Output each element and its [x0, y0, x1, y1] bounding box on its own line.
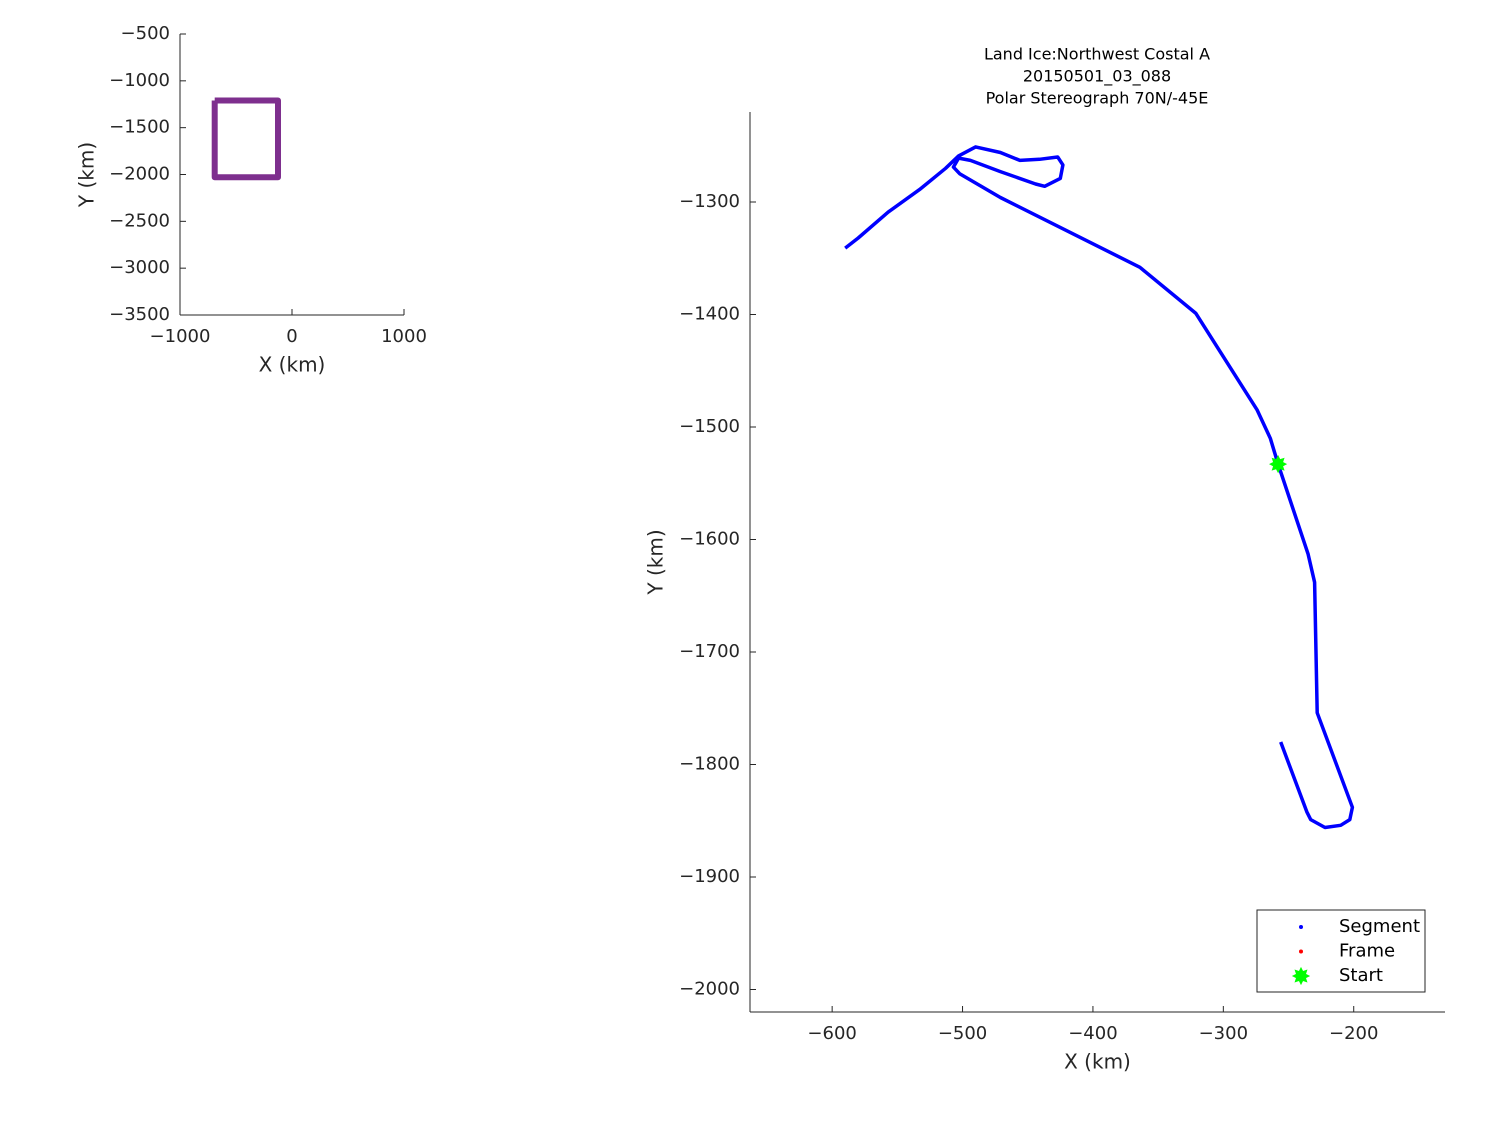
y-tick-label: −2500 [109, 210, 170, 231]
y-tick-label: −1800 [679, 754, 740, 775]
data-line [844, 145, 1355, 830]
x-tick-label: −300 [1199, 1023, 1248, 1044]
y-axis-label: Y (km) [75, 142, 99, 208]
x-tick-label: −1000 [150, 326, 211, 347]
x-tick-label: 0 [286, 326, 297, 347]
x-tick-label: −200 [1329, 1023, 1378, 1044]
y-axis-label: Y (km) [644, 529, 668, 595]
y-tick-label: −500 [121, 23, 170, 44]
data-line [211, 97, 281, 181]
x-axis-label: X (km) [259, 353, 326, 377]
legend-marker [1299, 949, 1303, 954]
chart-title: 20150501_03_088 [1023, 67, 1171, 87]
start-marker [1269, 454, 1288, 474]
axes: −600 −500 −400 −300 −200 −2000 −1900 −1800 −1700… [644, 45, 1445, 1074]
legend-marker [1291, 966, 1311, 986]
y-tick-label: −3500 [109, 304, 170, 325]
y-tick-label: −1700 [679, 641, 740, 662]
legend-label: Frame [1339, 941, 1395, 962]
y-tick-label: −1000 [109, 70, 170, 91]
x-tick-label: −600 [807, 1023, 856, 1044]
legend-marker [1299, 925, 1303, 929]
y-tick-label: −1300 [679, 191, 740, 212]
axes: −1000 0 1000 −3500 −3000 −2500 −2000 −1500 −1000… [75, 23, 427, 377]
y-tick-label: −1400 [679, 304, 740, 325]
x-tick-label: 1000 [381, 326, 427, 347]
y-tick-label: −2000 [109, 164, 170, 185]
chart-title: Polar Stereograph 70N/-45E [986, 89, 1209, 108]
chart-title: Land Ice:Northwest Costal A [984, 45, 1210, 64]
y-tick-label: −1500 [679, 416, 740, 437]
x-tick-label: −500 [938, 1023, 987, 1044]
legend-label: Segment [1339, 916, 1420, 937]
y-tick-label: −3000 [109, 257, 170, 278]
legend: Segment Frame Start [1256, 909, 1426, 993]
x-axis-label: X (km) [1064, 1050, 1131, 1074]
x-tick-label: −400 [1068, 1023, 1117, 1044]
y-tick-label: −1900 [679, 866, 740, 887]
y-tick-label: −2000 [679, 979, 740, 1000]
y-tick-label: −1600 [679, 529, 740, 550]
legend-box [1256, 909, 1426, 993]
y-tick-label: −1500 [109, 117, 170, 138]
legend-label: Start [1339, 965, 1383, 986]
